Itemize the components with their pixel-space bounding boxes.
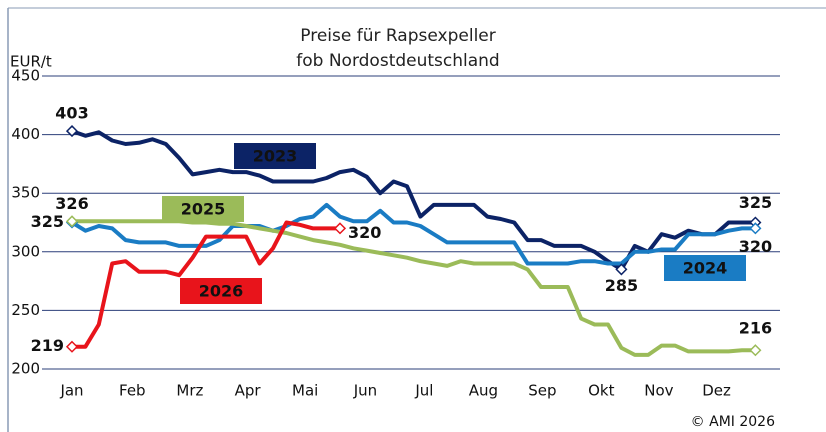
legend-label: 2024 bbox=[683, 259, 728, 278]
point-marker bbox=[65, 125, 79, 138]
y-tick-label: 300 bbox=[11, 242, 40, 260]
x-tick-label: Sep bbox=[528, 382, 556, 400]
data-label: 216 bbox=[739, 319, 772, 338]
data-label: 320 bbox=[348, 223, 381, 242]
point-marker bbox=[615, 263, 628, 276]
data-label: 320 bbox=[739, 237, 772, 256]
y-tick-label: 250 bbox=[11, 301, 40, 319]
data-label: 325 bbox=[31, 212, 64, 231]
x-tick-label: Aug bbox=[469, 382, 498, 400]
x-tick-label: Jan bbox=[59, 382, 83, 400]
data-label: 326 bbox=[55, 194, 88, 213]
x-tick-label: Jul bbox=[414, 382, 433, 400]
source: © AMI 2026 bbox=[691, 414, 775, 430]
legend-box bbox=[234, 143, 316, 169]
legend-label: 2026 bbox=[199, 282, 244, 301]
y-tick-label: 400 bbox=[11, 125, 40, 143]
data-label: 285 bbox=[605, 276, 638, 295]
x-tick-label: Feb bbox=[119, 382, 146, 400]
data-label: 219 bbox=[31, 336, 64, 355]
point-marker bbox=[749, 222, 762, 235]
x-tick-label: Dez bbox=[702, 382, 731, 400]
x-tick-label: Nov bbox=[644, 382, 673, 400]
x-tick-label: Mrz bbox=[176, 382, 203, 400]
legend-box bbox=[664, 255, 746, 281]
series-line bbox=[72, 219, 756, 357]
data-label: 403 bbox=[55, 104, 88, 123]
point-marker bbox=[65, 340, 79, 353]
x-tick-label: Mai bbox=[292, 382, 318, 400]
series-line bbox=[71, 129, 756, 272]
chart-title: Preise für Rapsexpeller bbox=[300, 26, 496, 46]
y-tick-label: 350 bbox=[11, 184, 40, 202]
series-line bbox=[70, 202, 756, 266]
series-line bbox=[72, 220, 340, 349]
point-marker bbox=[65, 215, 79, 228]
chart-subtitle: fob Nordostdeutschland bbox=[296, 51, 499, 71]
y-axis-label: EUR/t bbox=[10, 53, 52, 71]
y-tick-label: 450 bbox=[11, 67, 40, 85]
legend-box bbox=[162, 196, 244, 222]
point-marker bbox=[333, 222, 347, 235]
legend-label: 2023 bbox=[253, 147, 298, 166]
legend-box bbox=[180, 278, 262, 304]
x-tick-label: Okt bbox=[588, 382, 614, 400]
x-tick-label: Apr bbox=[235, 382, 262, 400]
point-marker bbox=[749, 344, 762, 357]
x-tick-label: Jun bbox=[353, 382, 377, 400]
y-tick-label: 200 bbox=[11, 360, 40, 378]
data-label: 325 bbox=[739, 193, 772, 212]
legend-label: 2025 bbox=[181, 200, 226, 219]
